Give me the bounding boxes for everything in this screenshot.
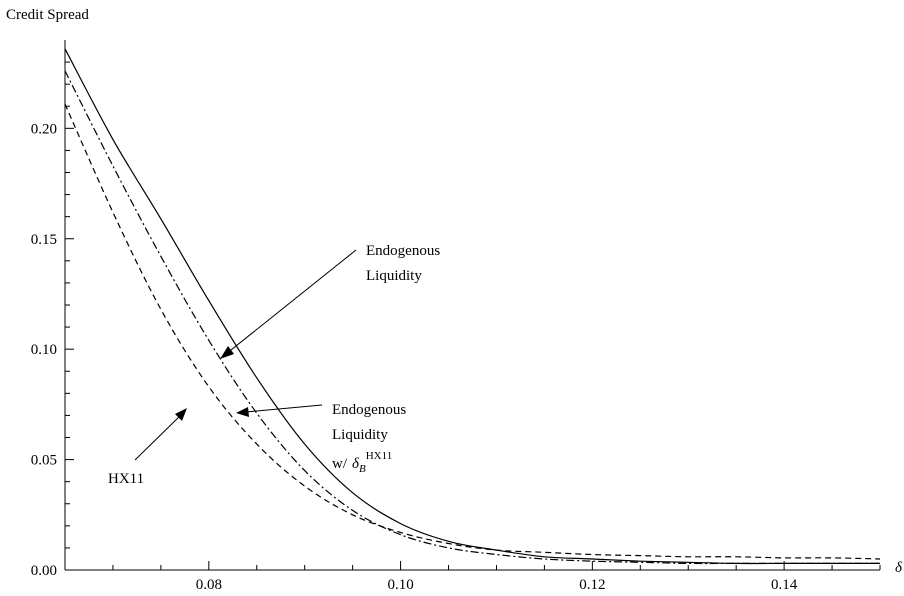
annotation-endogenous-liquidity: Endogenous Liquidity xyxy=(220,243,440,359)
series-line-2 xyxy=(64,70,880,565)
annotation-2-symbol: δ xyxy=(352,456,360,472)
series-line-1 xyxy=(64,48,880,565)
annotation-2-line-3: w/δBHX11 xyxy=(332,450,392,475)
annotation-1-arrowhead xyxy=(220,346,234,359)
annotation-2-arrow-line xyxy=(245,404,323,413)
annotation-2-sub: B xyxy=(359,463,366,475)
x-ticks: 0.08 0.10 0.12 0.14 xyxy=(112,561,881,593)
annotation-3-line-1: HX11 xyxy=(108,471,144,487)
y-tick-label: 0.05 xyxy=(31,453,57,469)
annotation-hx11: HX11 xyxy=(108,408,187,487)
y-ticks: 0.00 0.05 0.10 0.15 0.20 xyxy=(31,61,74,579)
annotation-1-line-1: Endogenous xyxy=(366,243,440,259)
x-tick-label: 0.10 xyxy=(387,577,413,593)
annotation-2-line-1: Endogenous xyxy=(332,402,406,418)
annotation-1-arrow-line xyxy=(225,249,357,355)
y-tick-label: 0.20 xyxy=(31,121,57,137)
y-tick-label: 0.15 xyxy=(31,232,57,248)
annotation-2-prefix: w/ xyxy=(332,456,348,472)
y-axis-title: Credit Spread xyxy=(6,7,89,23)
x-tick-label: 0.14 xyxy=(771,577,798,593)
series-line-3 xyxy=(64,103,881,560)
annotation-endogenous-liquidity-delta: Endogenous Liquidity w/δBHX11 xyxy=(236,402,406,475)
annotation-2-sup: HX11 xyxy=(366,450,392,462)
annotation-1-line-2: Liquidity xyxy=(366,268,422,284)
annotation-3-arrow-line xyxy=(134,413,183,461)
annotation-2-line-2: Liquidity xyxy=(332,427,388,443)
x-tick-label: 0.12 xyxy=(579,577,605,593)
annotation-3-arrowhead xyxy=(175,408,187,421)
series-group xyxy=(64,48,881,565)
y-tick-label: 0.10 xyxy=(31,342,57,358)
annotation-2-arrowhead xyxy=(236,407,249,417)
y-tick-label: 0.00 xyxy=(31,563,57,579)
x-axis-title: δ xyxy=(895,560,903,576)
x-tick-label: 0.08 xyxy=(196,577,222,593)
